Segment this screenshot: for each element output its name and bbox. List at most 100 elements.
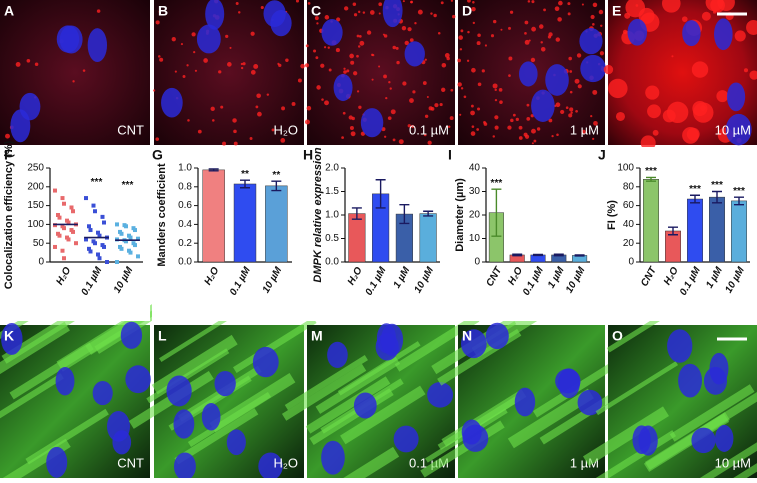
speckle	[240, 62, 243, 66]
y-tick-label: 200	[27, 181, 44, 192]
speckle	[395, 46, 399, 50]
data-point	[62, 226, 66, 231]
speckle	[734, 30, 746, 42]
y-axis-label: DMPK relative expression	[312, 147, 324, 282]
data-point	[96, 252, 100, 257]
data-point	[96, 230, 100, 235]
fiber	[507, 388, 594, 449]
speckle	[492, 83, 498, 89]
speckle	[266, 93, 270, 96]
error-bar	[690, 194, 700, 204]
nucleus	[46, 446, 68, 478]
speckle	[392, 138, 396, 142]
speckle	[508, 56, 513, 61]
fiber	[337, 341, 421, 396]
speckle	[458, 35, 463, 40]
speckle	[174, 70, 177, 73]
speckle	[383, 34, 388, 38]
nucleus	[205, 0, 225, 30]
speckle	[692, 100, 708, 117]
nucleus	[531, 89, 555, 122]
panel-label: B	[158, 3, 168, 19]
speckle	[378, 12, 381, 15]
speckle	[531, 142, 534, 145]
speckle	[218, 70, 222, 74]
panel-label: M	[311, 328, 323, 344]
speckle	[555, 102, 561, 108]
y-tick-label: 0	[38, 257, 44, 268]
data-point	[97, 233, 102, 238]
nucleus	[258, 452, 283, 481]
error-bar	[646, 176, 656, 182]
speckle	[388, 81, 391, 84]
data-point	[136, 254, 140, 259]
speckle	[524, 20, 529, 25]
speckle	[661, 0, 681, 13]
y-tick-label: 0.8	[178, 181, 192, 192]
data-point	[93, 241, 97, 246]
speckle	[746, 19, 757, 35]
nucleus	[353, 392, 377, 419]
error-bar	[491, 188, 502, 237]
nucleus	[252, 346, 279, 378]
speckle	[407, 124, 411, 128]
speckle	[476, 128, 480, 131]
speckle	[671, 55, 674, 58]
speckle	[242, 62, 246, 66]
speckle	[424, 114, 429, 118]
speckle	[581, 129, 586, 134]
speckle	[227, 62, 232, 67]
speckle	[187, 119, 190, 122]
speckle	[194, 69, 198, 72]
nucleus	[382, 0, 403, 28]
speckle	[417, 9, 423, 15]
nucleus	[161, 87, 183, 118]
speckle	[414, 22, 417, 25]
speckle	[356, 54, 359, 58]
speckle	[342, 111, 346, 115]
data-point	[124, 239, 128, 244]
speckle	[557, 17, 562, 22]
speckle	[389, 87, 392, 90]
fiber	[725, 463, 757, 483]
speckle	[450, 0, 454, 2]
speckle	[565, 106, 569, 110]
panel-label: E	[612, 3, 621, 19]
speckle	[592, 137, 595, 140]
panel-label: G	[152, 147, 163, 163]
speckle	[180, 43, 183, 46]
significance: **	[241, 169, 249, 180]
speckle	[600, 24, 603, 27]
image-caption: CNT	[117, 455, 144, 470]
speckle	[220, 105, 224, 109]
speckle	[470, 104, 474, 108]
speckle	[483, 122, 488, 126]
fiber	[284, 354, 368, 411]
speckle	[681, 16, 688, 22]
speckle	[576, 53, 582, 58]
data-point	[93, 209, 97, 214]
speckle	[518, 125, 523, 130]
speckle	[603, 64, 614, 75]
fiber	[281, 363, 367, 421]
speckle	[472, 21, 476, 25]
y-tick-label: 0.0	[178, 257, 192, 268]
speckle	[500, 28, 503, 31]
nucleus	[327, 341, 348, 369]
y-tick-label: 150	[27, 200, 44, 211]
nucleus	[125, 365, 151, 394]
speckle	[691, 61, 709, 78]
y-tick-label: 20	[469, 210, 481, 221]
speckle	[647, 104, 661, 119]
speckle	[494, 88, 497, 92]
y-tick-label: 50	[33, 238, 45, 249]
speckle	[15, 61, 21, 67]
data-point	[66, 237, 71, 242]
error-bar	[208, 168, 219, 172]
image-caption: 1 µM	[570, 122, 599, 137]
speckle	[253, 64, 259, 69]
nucleus	[580, 54, 606, 83]
speckle	[328, 68, 332, 72]
fiber	[25, 408, 109, 465]
speckle	[450, 88, 454, 92]
